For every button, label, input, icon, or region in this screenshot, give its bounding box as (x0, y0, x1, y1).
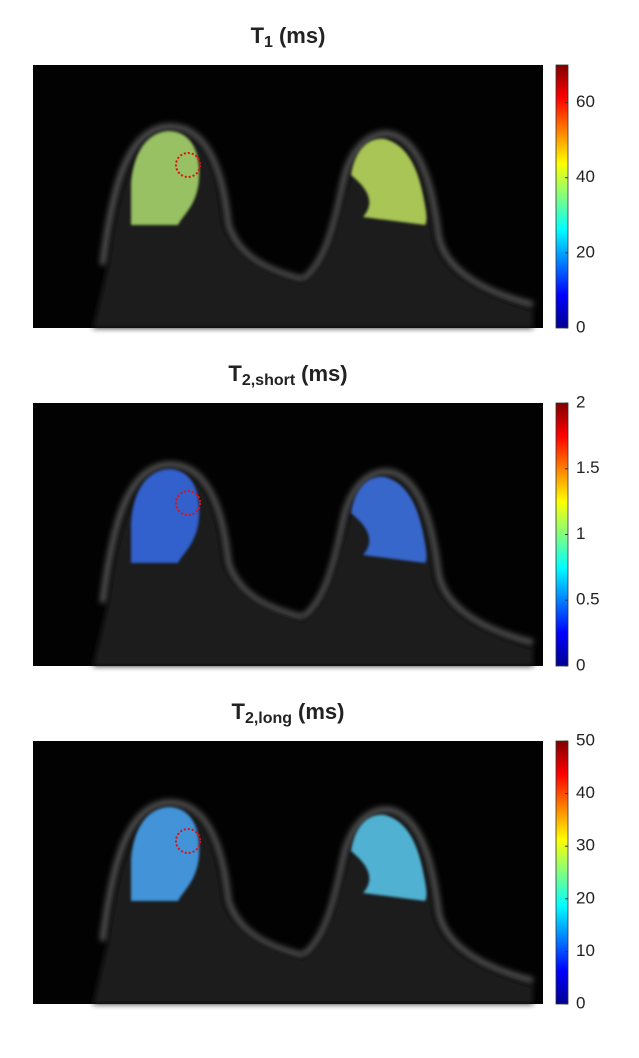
colorbar-tick-label: 0.5 (576, 590, 600, 609)
title-symbol: T (228, 361, 242, 386)
colorbar-tick-label: 0 (576, 993, 585, 1012)
tissue-outline (99, 799, 304, 960)
tissue-outline (300, 806, 534, 985)
colorbar-tick-label: 2 (576, 392, 585, 411)
colorbar-tick-label: 60 (576, 92, 595, 111)
title-symbol: T (231, 699, 245, 724)
colorbar-tick-label: 30 (576, 836, 595, 855)
colorbar-tick-label: 10 (576, 941, 595, 960)
roi-marker (175, 490, 201, 516)
title-subscript: 2,long (245, 710, 292, 727)
map-overlay (131, 807, 200, 901)
map-overlay (131, 469, 200, 563)
panel-title: T2,long (ms) (231, 699, 344, 727)
tissue-fill (93, 807, 533, 1004)
map-overlay (351, 814, 427, 901)
mri-image (33, 65, 543, 328)
tissue-outline (300, 130, 534, 309)
colorbar-tick-label: 1.5 (576, 458, 600, 477)
colorbar-tick-label: 40 (576, 783, 595, 802)
title-unit: (ms) (279, 23, 325, 48)
map-overlay (351, 138, 427, 225)
colorbar-tick-label: 40 (576, 167, 595, 186)
tissue-fill (93, 469, 533, 666)
title-subscript: 1 (264, 34, 273, 51)
panel-title: T1 (ms) (251, 23, 326, 51)
roi-marker (175, 828, 201, 854)
roi-marker (175, 152, 201, 178)
tissue-fill (93, 131, 533, 328)
colorbar (555, 740, 569, 1005)
map-overlay (131, 131, 200, 225)
title-symbol: T (251, 23, 265, 48)
colorbar-tick-label: 1 (576, 524, 585, 543)
mri-image (33, 403, 543, 666)
colorbar-tick-label: 0 (576, 655, 585, 674)
mri-image (33, 741, 543, 1004)
map-overlay (351, 476, 427, 563)
colorbar (555, 64, 569, 329)
colorbar-tick-label: 20 (576, 888, 595, 907)
tissue-outline (300, 468, 534, 647)
tissue-outline (99, 123, 304, 284)
title-unit: (ms) (301, 361, 347, 386)
title-subscript: 2,short (242, 372, 296, 389)
panel-title: T2,short (ms) (228, 361, 347, 389)
colorbar-tick-label: 50 (576, 730, 595, 749)
colorbar-tick-label: 20 (576, 242, 595, 261)
colorbar-tick-label: 0 (576, 317, 585, 336)
tissue-outline (99, 461, 304, 622)
title-unit: (ms) (298, 699, 344, 724)
